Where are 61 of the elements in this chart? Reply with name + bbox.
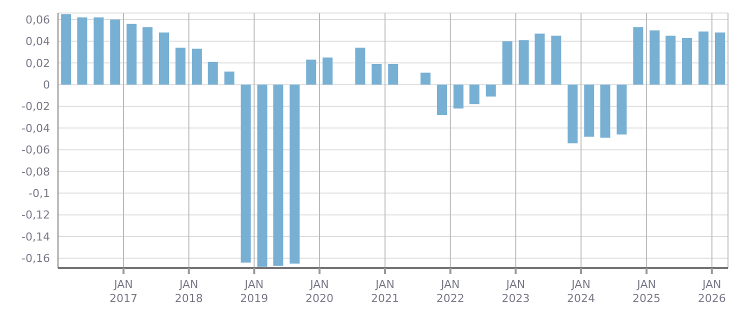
bar — [388, 64, 398, 85]
y-tick-label: -0,02 — [22, 100, 50, 114]
y-tick-label: 0,04 — [26, 35, 50, 48]
bar — [650, 30, 660, 85]
x-tick-label: JAN 2023 — [502, 278, 530, 305]
bar — [61, 14, 72, 85]
bar — [159, 32, 170, 85]
bar — [372, 64, 382, 85]
y-tick-label: -0,1 — [28, 187, 50, 200]
y-tick-label: -0,12 — [22, 208, 50, 222]
x-tick-label: JAN 2019 — [240, 278, 268, 305]
y-tick-label: -0,04 — [22, 122, 50, 135]
x-tick-label: JAN 2026 — [698, 278, 726, 305]
bar — [502, 41, 512, 85]
bar — [469, 84, 480, 104]
bar — [453, 84, 464, 108]
bar — [698, 31, 709, 85]
bar — [257, 84, 268, 267]
bar — [584, 84, 594, 137]
x-tick-label: JAN 2020 — [306, 278, 334, 305]
y-tick-label: -0,06 — [22, 144, 50, 157]
bar — [518, 40, 529, 85]
bar — [290, 84, 300, 264]
y-tick-label: -0,08 — [22, 165, 50, 178]
bar — [420, 72, 431, 85]
bar — [208, 62, 218, 85]
x-tick-label: JAN 2018 — [174, 278, 203, 305]
bar — [355, 48, 366, 85]
bar — [436, 84, 447, 115]
bar — [126, 24, 137, 85]
bar — [616, 84, 627, 135]
x-tick-label: JAN 2024 — [567, 278, 596, 305]
bar — [600, 84, 610, 138]
bar — [322, 57, 333, 85]
x-tick-label: JAN 2021 — [371, 278, 400, 305]
bar — [534, 34, 545, 85]
y-tick-label: -0,16 — [22, 252, 50, 266]
bar — [551, 36, 562, 85]
bar — [77, 17, 88, 85]
bar — [666, 36, 676, 85]
y-tick-label: 0,06 — [26, 13, 50, 26]
bar — [568, 84, 578, 144]
bar — [273, 84, 284, 266]
y-tick-label: -0,14 — [22, 230, 50, 244]
y-tick-label: 0 — [43, 78, 50, 92]
bar — [633, 27, 644, 85]
bar — [175, 48, 186, 85]
bar — [224, 72, 234, 85]
bar — [682, 38, 692, 85]
bar — [240, 84, 251, 263]
x-tick-label: JAN 2017 — [110, 278, 138, 305]
bar — [306, 60, 316, 85]
bar — [110, 20, 120, 85]
bar — [486, 84, 496, 97]
bar — [94, 17, 104, 85]
x-tick-label: JAN 2025 — [632, 278, 661, 305]
bar — [192, 48, 202, 85]
y-tick-label: 0,02 — [26, 56, 50, 70]
x-tick-label: JAN 2022 — [436, 278, 464, 305]
bar — [142, 27, 153, 85]
bar — [714, 32, 725, 85]
